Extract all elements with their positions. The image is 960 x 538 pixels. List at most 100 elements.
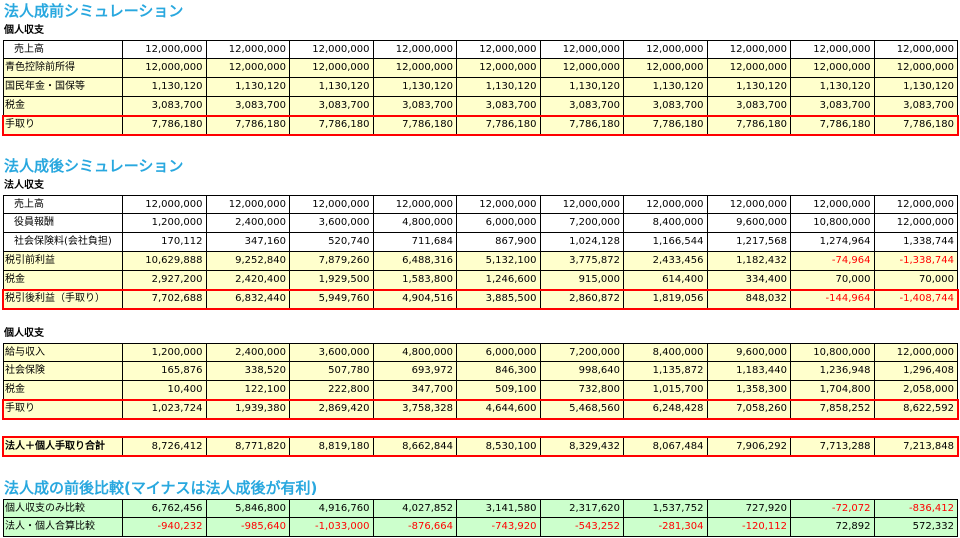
cell-col-3[interactable]: 12,000,000: [290, 59, 374, 78]
cell-col-3[interactable]: 3,600,000: [290, 343, 374, 362]
cell-col-1[interactable]: 170,112: [123, 233, 207, 252]
cell-col-7[interactable]: 7,786,180: [624, 116, 708, 135]
cell-col-3[interactable]: 222,800: [290, 381, 374, 400]
cell-col-2[interactable]: 1,130,120: [206, 78, 290, 97]
cell-col-10[interactable]: 3,083,700: [874, 97, 958, 116]
cell-col-6[interactable]: 5,468,560: [540, 400, 624, 419]
cell-col-4[interactable]: 4,800,000: [373, 214, 457, 233]
cell-col-10[interactable]: 1,296,408: [874, 362, 958, 381]
row-label[interactable]: 給与収入: [3, 343, 123, 362]
cell-col-2[interactable]: -985,640: [206, 518, 290, 537]
row-label[interactable]: 個人収支のみ比較: [3, 499, 123, 518]
cell-col-3[interactable]: 7,879,260: [290, 252, 374, 271]
cell-col-6[interactable]: 12,000,000: [540, 195, 624, 214]
cell-col-6[interactable]: 2,860,872: [540, 290, 624, 309]
cell-col-3[interactable]: 7,786,180: [290, 116, 374, 135]
cell-col-3[interactable]: -1,033,000: [290, 518, 374, 537]
cell-col-6[interactable]: 3,775,872: [540, 252, 624, 271]
cell-col-5[interactable]: 7,786,180: [457, 116, 541, 135]
cell-col-5[interactable]: 12,000,000: [457, 40, 541, 59]
cell-col-8[interactable]: 7,058,260: [707, 400, 791, 419]
cell-col-7[interactable]: 2,433,456: [624, 252, 708, 271]
cell-col-5[interactable]: 1,246,600: [457, 271, 541, 290]
cell-col-8[interactable]: 12,000,000: [707, 195, 791, 214]
row-label[interactable]: 税金: [3, 271, 123, 290]
cell-col-7[interactable]: 1,015,700: [624, 381, 708, 400]
cell-col-2[interactable]: 3,083,700: [206, 97, 290, 116]
cell-col-5[interactable]: 12,000,000: [457, 59, 541, 78]
row-label[interactable]: 社会保険: [3, 362, 123, 381]
cell-col-8[interactable]: 12,000,000: [707, 59, 791, 78]
cell-col-1[interactable]: 1,200,000: [123, 214, 207, 233]
cell-col-3[interactable]: 2,869,420: [290, 400, 374, 419]
cell-col-5[interactable]: 5,132,100: [457, 252, 541, 271]
row-label[interactable]: 国民年金・国保等: [3, 78, 123, 97]
cell-col-5[interactable]: 12,000,000: [457, 195, 541, 214]
cell-col-8[interactable]: 7,906,292: [707, 437, 791, 456]
row-label[interactable]: 税引後利益（手取り）: [3, 290, 123, 309]
cell-col-7[interactable]: 1,135,872: [624, 362, 708, 381]
cell-col-10[interactable]: 12,000,000: [874, 343, 958, 362]
cell-col-3[interactable]: 520,740: [290, 233, 374, 252]
cell-col-2[interactable]: 8,771,820: [206, 437, 290, 456]
cell-col-1[interactable]: 6,762,456: [123, 499, 207, 518]
cell-col-8[interactable]: 1,182,432: [707, 252, 791, 271]
cell-col-6[interactable]: 1,130,120: [540, 78, 624, 97]
cell-col-2[interactable]: 122,100: [206, 381, 290, 400]
cell-col-3[interactable]: 3,083,700: [290, 97, 374, 116]
cell-col-9[interactable]: -72,072: [791, 499, 875, 518]
cell-col-4[interactable]: 12,000,000: [373, 40, 457, 59]
cell-col-9[interactable]: 12,000,000: [791, 59, 875, 78]
cell-col-2[interactable]: 2,420,400: [206, 271, 290, 290]
cell-col-6[interactable]: 2,317,620: [540, 499, 624, 518]
cell-col-6[interactable]: -543,252: [540, 518, 624, 537]
cell-col-4[interactable]: 3,758,328: [373, 400, 457, 419]
cell-col-10[interactable]: 8,622,592: [874, 400, 958, 419]
cell-col-1[interactable]: 12,000,000: [123, 195, 207, 214]
cell-col-1[interactable]: 1,200,000: [123, 343, 207, 362]
cell-col-3[interactable]: 1,130,120: [290, 78, 374, 97]
cell-col-5[interactable]: 1,130,120: [457, 78, 541, 97]
cell-col-10[interactable]: -836,412: [874, 499, 958, 518]
row-label[interactable]: 手取り: [3, 400, 123, 419]
cell-col-10[interactable]: 7,213,848: [874, 437, 958, 456]
row-label[interactable]: 税金: [3, 97, 123, 116]
cell-col-8[interactable]: 7,786,180: [707, 116, 791, 135]
cell-col-6[interactable]: 732,800: [540, 381, 624, 400]
cell-col-6[interactable]: 1,024,128: [540, 233, 624, 252]
cell-col-7[interactable]: 12,000,000: [624, 195, 708, 214]
cell-col-5[interactable]: 3,141,580: [457, 499, 541, 518]
cell-col-8[interactable]: -120,112: [707, 518, 791, 537]
cell-col-9[interactable]: 10,800,000: [791, 214, 875, 233]
cell-col-5[interactable]: 6,000,000: [457, 343, 541, 362]
cell-col-10[interactable]: 12,000,000: [874, 195, 958, 214]
cell-col-9[interactable]: -74,964: [791, 252, 875, 271]
cell-col-2[interactable]: 7,786,180: [206, 116, 290, 135]
row-label[interactable]: 役員報酬: [3, 214, 123, 233]
cell-col-1[interactable]: 165,876: [123, 362, 207, 381]
cell-col-1[interactable]: 1,023,724: [123, 400, 207, 419]
cell-col-4[interactable]: 347,700: [373, 381, 457, 400]
cell-col-1[interactable]: 12,000,000: [123, 59, 207, 78]
row-label[interactable]: 青色控除前所得: [3, 59, 123, 78]
cell-col-4[interactable]: 4,027,852: [373, 499, 457, 518]
cell-col-10[interactable]: 572,332: [874, 518, 958, 537]
row-label[interactable]: 法人＋個人手取り合計: [3, 437, 123, 456]
cell-col-8[interactable]: 1,217,568: [707, 233, 791, 252]
cell-col-7[interactable]: 12,000,000: [624, 59, 708, 78]
row-label[interactable]: 社会保険料(会社負担): [3, 233, 123, 252]
cell-col-9[interactable]: 1,236,948: [791, 362, 875, 381]
cell-col-2[interactable]: 347,160: [206, 233, 290, 252]
cell-col-1[interactable]: 12,000,000: [123, 40, 207, 59]
cell-col-7[interactable]: 1,130,120: [624, 78, 708, 97]
cell-col-9[interactable]: 1,704,800: [791, 381, 875, 400]
cell-col-5[interactable]: 867,900: [457, 233, 541, 252]
cell-col-10[interactable]: 12,000,000: [874, 214, 958, 233]
cell-col-8[interactable]: 727,920: [707, 499, 791, 518]
cell-col-2[interactable]: 1,939,380: [206, 400, 290, 419]
cell-col-8[interactable]: 334,400: [707, 271, 791, 290]
cell-col-1[interactable]: 10,629,888: [123, 252, 207, 271]
cell-col-10[interactable]: 7,786,180: [874, 116, 958, 135]
cell-col-1[interactable]: 7,786,180: [123, 116, 207, 135]
cell-col-9[interactable]: 1,130,120: [791, 78, 875, 97]
